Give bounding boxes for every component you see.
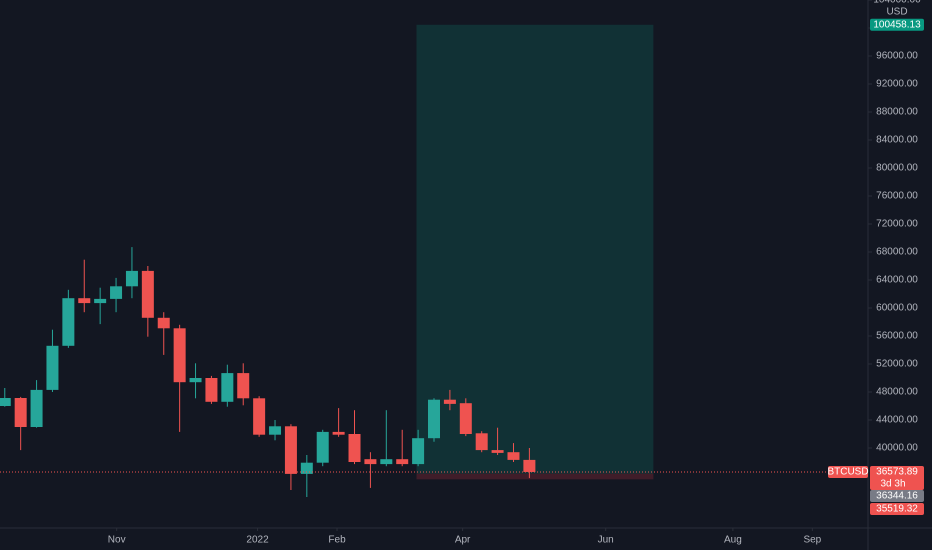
candle-body: [396, 459, 409, 465]
candle-body: [110, 286, 123, 299]
price-tag-text: 36573.89: [876, 467, 918, 478]
countdown-text: 3d 3h: [880, 479, 905, 490]
stop-tag: [870, 502, 924, 515]
y-tick-label: 76000.00: [876, 191, 918, 202]
candle-body: [221, 373, 234, 402]
symbol-tag-text: BTCUSD: [827, 467, 868, 478]
x-tick-label: Feb: [328, 535, 346, 546]
candle-body: [475, 433, 488, 451]
y-tick-label: 68000.00: [876, 247, 918, 258]
loss-zone: [416, 473, 654, 480]
candle-body: [523, 459, 536, 472]
y-tick-label: 92000.00: [876, 79, 918, 90]
entry-tag: [870, 489, 924, 502]
candle-body: [332, 431, 345, 435]
candle-body: [459, 403, 472, 434]
candle-body: [348, 433, 361, 462]
entry-tag-text: 36344.16: [876, 491, 918, 502]
y-tick-label: 44000.00: [876, 415, 918, 426]
candle-body: [157, 317, 170, 329]
candle-body: [284, 426, 297, 474]
candle-body: [141, 270, 154, 318]
candle-body: [269, 426, 282, 435]
candle-body: [428, 399, 440, 439]
y-tick-label: 96000.00: [876, 51, 918, 62]
x-tick-label: Jun: [598, 535, 614, 546]
y-tick-label: 48000.00: [876, 387, 918, 398]
candle-body: [316, 431, 329, 463]
y-tick-label: 40000.00: [876, 443, 918, 454]
stop-tag-text: 35519.32: [876, 504, 918, 515]
target-tag-text: 100458.13: [873, 19, 921, 30]
target-tag: [870, 18, 924, 31]
symbol-tag: [828, 465, 868, 478]
candle-body: [189, 377, 202, 383]
y-tick-label: 72000.00: [876, 219, 918, 230]
candle-body: [205, 377, 218, 402]
y-tick-label: 80000.00: [876, 163, 918, 174]
candle-body: [30, 389, 43, 427]
x-tick-label: 2022: [246, 535, 269, 546]
y-unit: USD: [886, 7, 907, 18]
candle-body: [125, 270, 138, 287]
candle-body: [46, 345, 59, 390]
y-tick-label: 52000.00: [876, 359, 918, 370]
candle-body: [14, 397, 27, 427]
y-tick-label: 64000.00: [876, 275, 918, 286]
y-tick-label: 104000.00: [873, 0, 921, 6]
candle-body: [507, 452, 520, 460]
y-tick-label: 56000.00: [876, 331, 918, 342]
x-tick-label: Aug: [724, 535, 742, 546]
candle-body: [78, 298, 91, 304]
candle-body: [443, 399, 456, 404]
profit-zone: [416, 24, 654, 474]
y-tick-label: 84000.00: [876, 135, 918, 146]
candle-body: [491, 450, 504, 453]
candle-body: [62, 298, 75, 346]
candle-body: [94, 298, 107, 304]
candle-body: [0, 397, 11, 406]
x-tick-label: Apr: [455, 535, 471, 546]
y-tick-label: 60000.00: [876, 303, 918, 314]
candle-body: [380, 459, 393, 465]
price-tag: [870, 465, 924, 490]
candle-body: [237, 373, 250, 399]
x-tick-label: Sep: [803, 535, 821, 546]
candle-body: [300, 462, 313, 474]
y-tick-label: 88000.00: [876, 107, 918, 118]
candle-body: [253, 398, 266, 435]
x-tick-label: Nov: [108, 535, 126, 546]
candle-body: [412, 438, 425, 465]
candle-body: [173, 328, 186, 383]
candle-body: [364, 459, 377, 465]
